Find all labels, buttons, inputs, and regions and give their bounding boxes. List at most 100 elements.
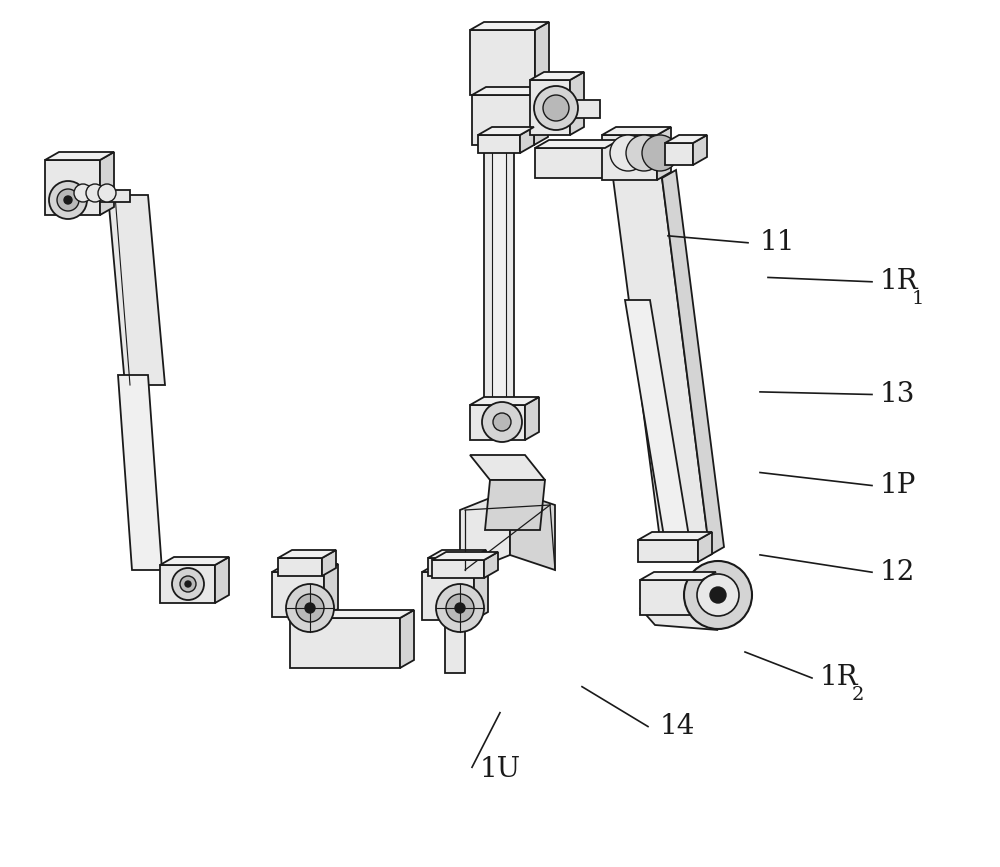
Polygon shape [485,480,545,530]
Bar [484,140,514,410]
Polygon shape [665,143,693,165]
Circle shape [446,594,474,622]
Circle shape [86,184,104,202]
Polygon shape [638,532,712,540]
Text: 1P: 1P [880,472,916,499]
Circle shape [626,135,662,171]
Polygon shape [428,558,472,576]
Circle shape [180,576,196,592]
Polygon shape [215,557,229,603]
Polygon shape [702,572,716,615]
Polygon shape [534,87,548,145]
Polygon shape [272,564,338,572]
Polygon shape [693,135,707,165]
Polygon shape [478,127,534,135]
Polygon shape [100,152,114,215]
Polygon shape [602,135,657,180]
Polygon shape [322,550,336,576]
Circle shape [642,135,678,171]
Polygon shape [460,490,510,575]
Polygon shape [470,397,539,405]
Bar [100,190,130,202]
Circle shape [57,189,79,211]
Circle shape [534,86,578,130]
Polygon shape [613,178,710,555]
Text: 1U: 1U [480,756,521,784]
Polygon shape [470,455,545,480]
Polygon shape [478,135,520,153]
Polygon shape [432,560,484,578]
Text: 2: 2 [852,687,864,704]
Bar [540,100,600,118]
Polygon shape [520,127,534,153]
Polygon shape [638,540,698,562]
Polygon shape [45,152,114,160]
Polygon shape [535,140,619,148]
Circle shape [455,603,465,613]
Circle shape [98,184,116,202]
Polygon shape [657,127,671,180]
Polygon shape [160,565,215,603]
Circle shape [610,135,646,171]
Text: 14: 14 [660,713,695,740]
Text: 1: 1 [912,290,924,308]
Circle shape [172,568,204,600]
Polygon shape [290,618,400,668]
Polygon shape [640,572,716,580]
Polygon shape [472,550,486,576]
Circle shape [49,181,87,219]
Bar [492,140,506,410]
Circle shape [697,574,739,616]
Text: 13: 13 [880,381,915,408]
Polygon shape [640,608,718,630]
Polygon shape [484,552,498,578]
Circle shape [684,561,752,629]
Polygon shape [698,532,712,562]
Polygon shape [510,490,555,570]
Polygon shape [160,557,229,565]
Polygon shape [432,552,498,560]
Circle shape [305,603,315,613]
Polygon shape [400,610,414,668]
Circle shape [74,184,92,202]
Text: 11: 11 [760,229,796,257]
Circle shape [185,581,191,587]
Polygon shape [470,30,535,95]
Polygon shape [422,564,488,572]
Circle shape [286,584,334,632]
Polygon shape [530,80,570,135]
Polygon shape [108,195,165,385]
Text: 1R: 1R [820,664,859,692]
Polygon shape [570,72,584,135]
Polygon shape [428,550,486,558]
Text: 1R: 1R [880,268,919,296]
Polygon shape [602,127,671,135]
Polygon shape [470,22,549,30]
Circle shape [482,402,522,442]
Polygon shape [535,22,549,95]
Polygon shape [665,135,707,143]
Circle shape [493,413,511,431]
Circle shape [436,584,484,632]
Polygon shape [278,558,322,576]
Bar [445,618,465,673]
Circle shape [64,196,72,204]
Polygon shape [118,375,162,570]
Circle shape [710,587,726,603]
Polygon shape [472,87,548,95]
Circle shape [296,594,324,622]
Polygon shape [422,572,474,620]
Polygon shape [472,95,534,145]
Polygon shape [535,148,605,178]
Polygon shape [530,72,584,80]
Polygon shape [324,564,338,617]
Polygon shape [278,550,336,558]
Polygon shape [272,572,324,617]
Polygon shape [605,140,619,178]
Polygon shape [470,405,525,440]
Circle shape [543,95,569,121]
Polygon shape [290,610,414,618]
Text: 12: 12 [880,558,915,586]
Polygon shape [45,160,100,215]
Polygon shape [474,564,488,620]
